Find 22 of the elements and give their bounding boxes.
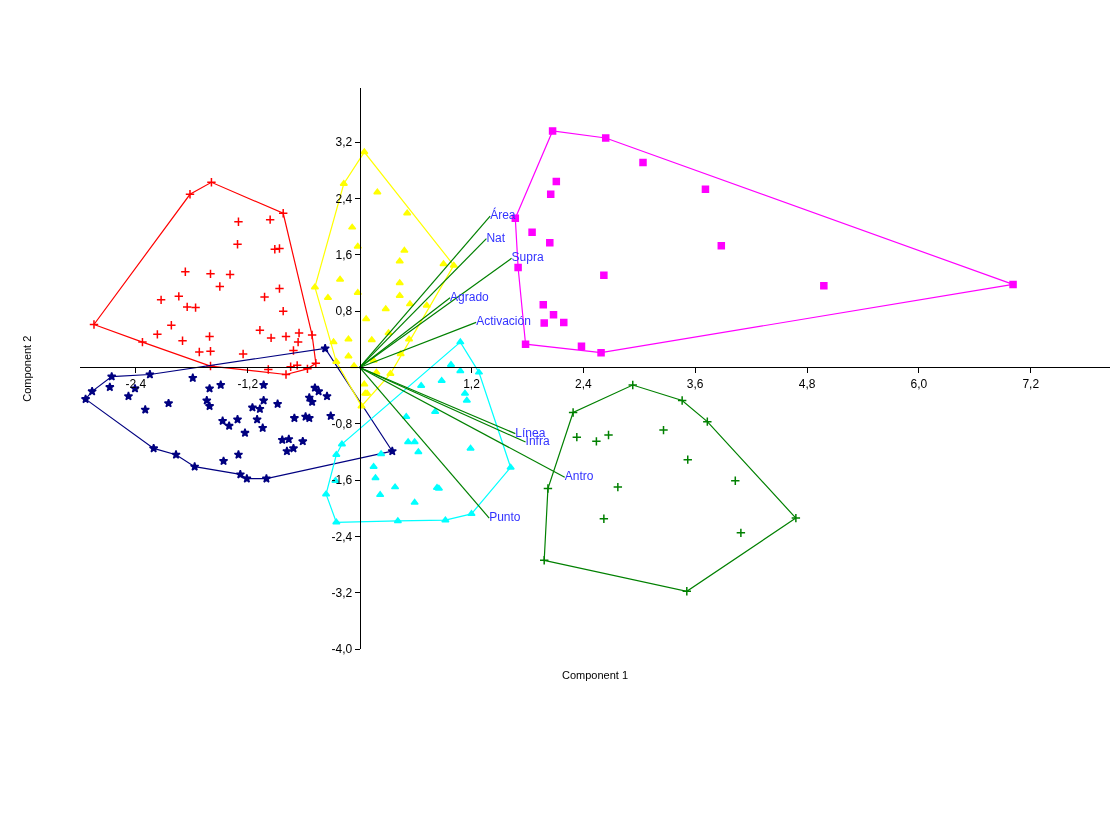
series-label: Nat bbox=[486, 230, 506, 245]
x-tick-label: 3,6 bbox=[686, 376, 704, 391]
y-tick-label: -0,8 bbox=[331, 416, 353, 431]
y-axis-title: Component 2 bbox=[20, 335, 33, 402]
y-tick-label: -1,6 bbox=[331, 473, 353, 488]
x-tick-label: 6,0 bbox=[910, 376, 928, 391]
x-tick-label: -2,4 bbox=[125, 376, 147, 391]
x-tick-label: 1,2 bbox=[463, 376, 481, 391]
y-tick-label: 3,2 bbox=[335, 135, 353, 150]
y-tick-label: -4,0 bbox=[331, 642, 353, 657]
series-label: Punto bbox=[489, 510, 521, 525]
y-tick-label: -3,2 bbox=[331, 585, 353, 600]
y-tick-label: 0,8 bbox=[335, 304, 353, 319]
x-tick-label: 7,2 bbox=[1022, 376, 1040, 391]
x-tick-label: 2,4 bbox=[575, 376, 593, 391]
x-axis-title: Component 1 bbox=[562, 669, 629, 681]
series-label: Antro bbox=[564, 469, 594, 484]
x-tick-label: 4,8 bbox=[798, 376, 816, 391]
y-tick-label: 1,6 bbox=[335, 248, 353, 263]
x-tick-label: -1,2 bbox=[237, 376, 259, 391]
y-tick-label: -2,4 bbox=[331, 529, 353, 544]
series-label: Área bbox=[490, 207, 516, 223]
